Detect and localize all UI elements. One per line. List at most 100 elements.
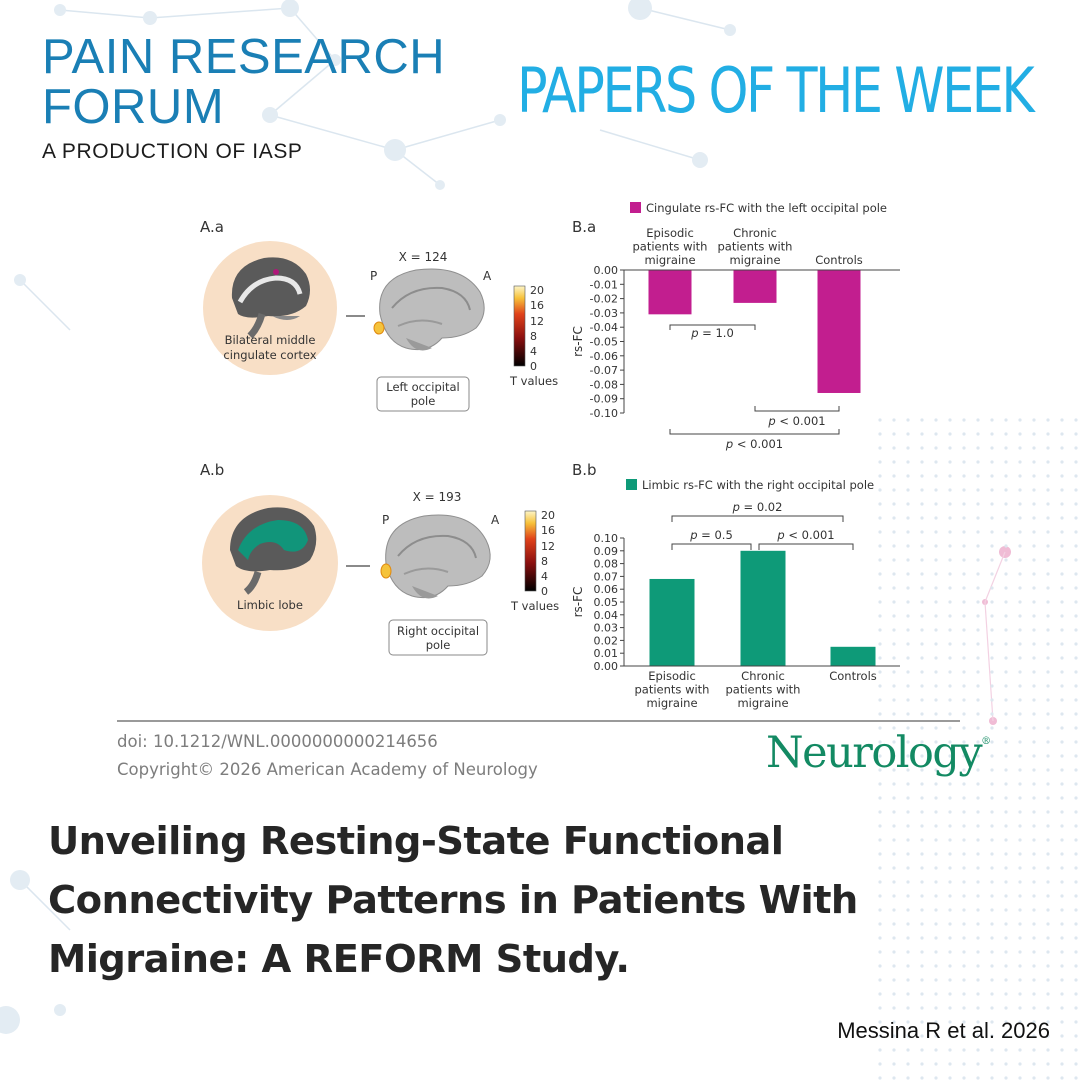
background-dot — [1074, 880, 1078, 884]
background-dot — [892, 446, 896, 450]
background-dot — [920, 572, 924, 576]
direction-posterior: P — [382, 513, 389, 527]
background-dot — [1032, 1048, 1036, 1052]
background-dot — [1046, 698, 1050, 702]
background-dot — [1004, 530, 1008, 534]
background-dot — [934, 1062, 938, 1066]
background-dot — [892, 488, 896, 492]
background-dot — [934, 950, 938, 954]
background-dot — [948, 558, 952, 562]
background-dot — [976, 544, 980, 548]
background-dot — [1060, 824, 1064, 828]
background-dot — [1018, 642, 1022, 646]
background-dot — [990, 460, 994, 464]
panel-label-a-a: A.a — [200, 218, 224, 236]
background-dot — [934, 418, 938, 422]
footer-divider — [117, 720, 960, 722]
background-dot — [962, 796, 966, 800]
background-dot — [906, 852, 910, 856]
background-dot — [934, 894, 938, 898]
background-dot — [934, 936, 938, 940]
background-dot — [990, 922, 994, 926]
colorbar — [513, 285, 526, 367]
background-dot — [990, 628, 994, 632]
background-dot — [962, 992, 966, 996]
background-dot — [892, 516, 896, 520]
background-dot — [878, 782, 882, 786]
background-dot — [948, 936, 952, 940]
background-dot — [1074, 516, 1078, 520]
background-dot — [892, 726, 896, 730]
background-dot — [1004, 866, 1008, 870]
background-dot — [920, 684, 924, 688]
background-dot — [990, 810, 994, 814]
background-dot — [878, 670, 882, 674]
background-dot — [878, 838, 882, 842]
background-dot — [976, 642, 980, 646]
background-dot — [920, 432, 924, 436]
background-dot — [1074, 614, 1078, 618]
background-dot — [906, 1020, 910, 1024]
background-dot — [1074, 796, 1078, 800]
background-dot — [906, 1034, 910, 1038]
background-dot — [962, 866, 966, 870]
background-dot — [976, 656, 980, 660]
background-dot — [920, 656, 924, 660]
background-dot — [1018, 418, 1022, 422]
sagittal-brain-icon — [380, 514, 491, 599]
background-dot — [990, 1048, 994, 1052]
background-dot — [1004, 600, 1008, 604]
p-value-label: p = 1.0 — [690, 326, 734, 340]
background-dot — [990, 474, 994, 478]
background-dot — [1004, 460, 1008, 464]
category-label: patients with — [726, 683, 801, 697]
background-dot — [920, 838, 924, 842]
legend-swatch — [630, 202, 641, 213]
background-dot — [878, 936, 882, 940]
background-dot — [962, 936, 966, 940]
background-dot — [1004, 880, 1008, 884]
background-dot — [906, 1006, 910, 1010]
background-dot — [1074, 530, 1078, 534]
background-dot — [1046, 474, 1050, 478]
brand-tagline: A PRODUCTION OF IASP — [42, 140, 303, 163]
background-dot — [920, 1006, 924, 1010]
background-dot — [1018, 712, 1022, 716]
target-box — [376, 376, 470, 412]
background-dot — [934, 1034, 938, 1038]
background-dot — [1074, 922, 1078, 926]
background-dot — [906, 922, 910, 926]
background-dot — [892, 1020, 896, 1024]
background-dot — [1032, 740, 1036, 744]
background-dot — [878, 642, 882, 646]
background-dot — [1004, 614, 1008, 618]
background-dot — [1060, 810, 1064, 814]
background-dot — [948, 768, 952, 772]
journal-name: Neurology — [766, 728, 983, 778]
background-dot — [1018, 1006, 1022, 1010]
y-tick-label: 0.06 — [594, 583, 619, 596]
background-dot — [1004, 1020, 1008, 1024]
background-dot — [1060, 866, 1064, 870]
background-dot — [878, 1006, 882, 1010]
background-dot — [1046, 838, 1050, 842]
background-dot — [878, 530, 882, 534]
background-dot — [1032, 544, 1036, 548]
background-dot — [892, 922, 896, 926]
background-dot — [962, 628, 966, 632]
background-dot — [1004, 978, 1008, 982]
colorbar-label: T values — [510, 599, 559, 613]
background-dot — [934, 586, 938, 590]
region-label-line-2: cingulate cortex — [223, 348, 316, 362]
p-symbol: p — [690, 326, 698, 340]
background-dot — [1060, 614, 1064, 618]
background-dot — [948, 530, 952, 534]
background-dot — [990, 516, 994, 520]
background-dot — [976, 992, 980, 996]
background-dot — [1018, 1076, 1022, 1080]
background-dot — [1074, 894, 1078, 898]
background-dot — [990, 418, 994, 422]
background-dot — [962, 586, 966, 590]
background-dot — [990, 754, 994, 758]
background-dot — [1074, 642, 1078, 646]
